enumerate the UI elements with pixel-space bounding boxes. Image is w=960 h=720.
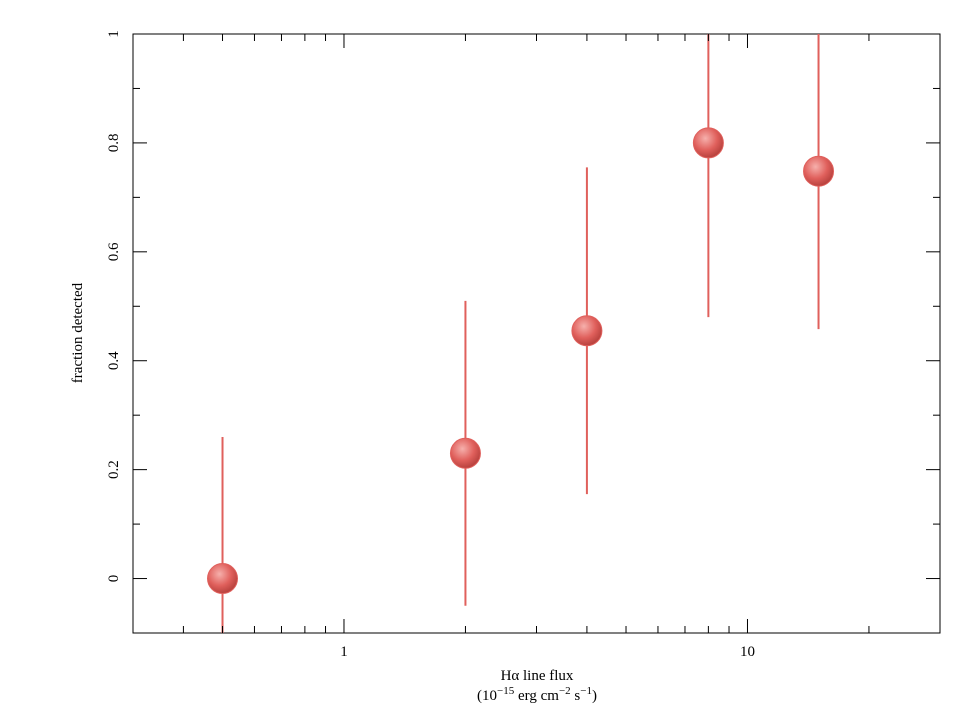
superscript: −15 xyxy=(497,685,515,697)
data-point xyxy=(571,315,603,347)
y-axis-label: fraction detected xyxy=(70,282,86,383)
x-axis-label: Hα line flux xyxy=(501,668,574,684)
y-tick-label: 0.6 xyxy=(106,242,122,261)
data-point xyxy=(803,155,835,187)
data-point xyxy=(449,437,481,469)
y-tick-label: 0 xyxy=(106,575,122,583)
data-point xyxy=(207,563,239,595)
data-point xyxy=(692,127,724,159)
superscript: −2 xyxy=(559,685,571,697)
label-part: erg cm xyxy=(514,688,559,704)
y-tick-label: 0.8 xyxy=(106,134,122,153)
label-part: s xyxy=(571,688,581,704)
label-part: ) xyxy=(592,688,597,704)
y-tick-label: 0.2 xyxy=(106,460,122,479)
plot-area xyxy=(221,34,820,633)
x-axis-label-units: (10−15 erg cm−2 s−1) xyxy=(477,685,597,704)
x-tick-label: 10 xyxy=(740,644,755,660)
superscript: −1 xyxy=(580,685,592,697)
label-part: (10 xyxy=(477,688,497,704)
x-tick-label: 1 xyxy=(340,644,348,660)
y-tick-label: 1 xyxy=(106,30,122,38)
y-tick-label: 0.4 xyxy=(106,351,122,370)
